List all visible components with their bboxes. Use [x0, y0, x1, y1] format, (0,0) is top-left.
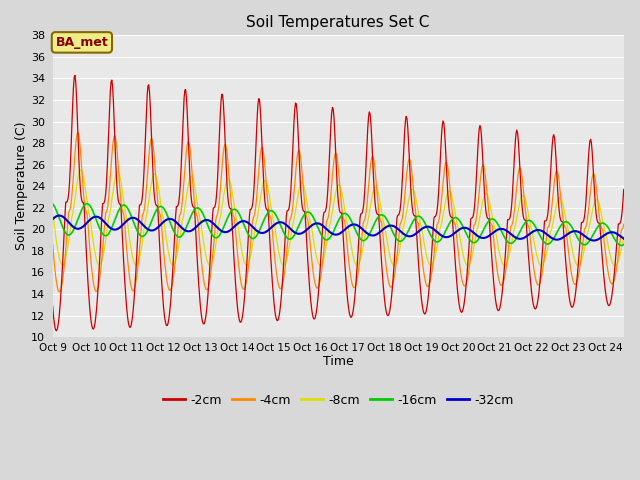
Text: BA_met: BA_met	[56, 36, 108, 49]
Title: Soil Temperatures Set C: Soil Temperatures Set C	[246, 15, 430, 30]
Legend: -2cm, -4cm, -8cm, -16cm, -32cm: -2cm, -4cm, -8cm, -16cm, -32cm	[157, 389, 518, 412]
X-axis label: Time: Time	[323, 355, 353, 368]
Y-axis label: Soil Temperature (C): Soil Temperature (C)	[15, 122, 28, 251]
